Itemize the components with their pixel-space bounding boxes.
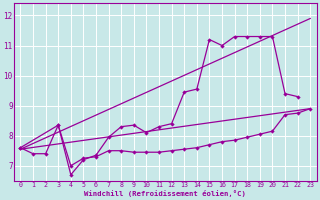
X-axis label: Windchill (Refroidissement éolien,°C): Windchill (Refroidissement éolien,°C) bbox=[84, 190, 246, 197]
